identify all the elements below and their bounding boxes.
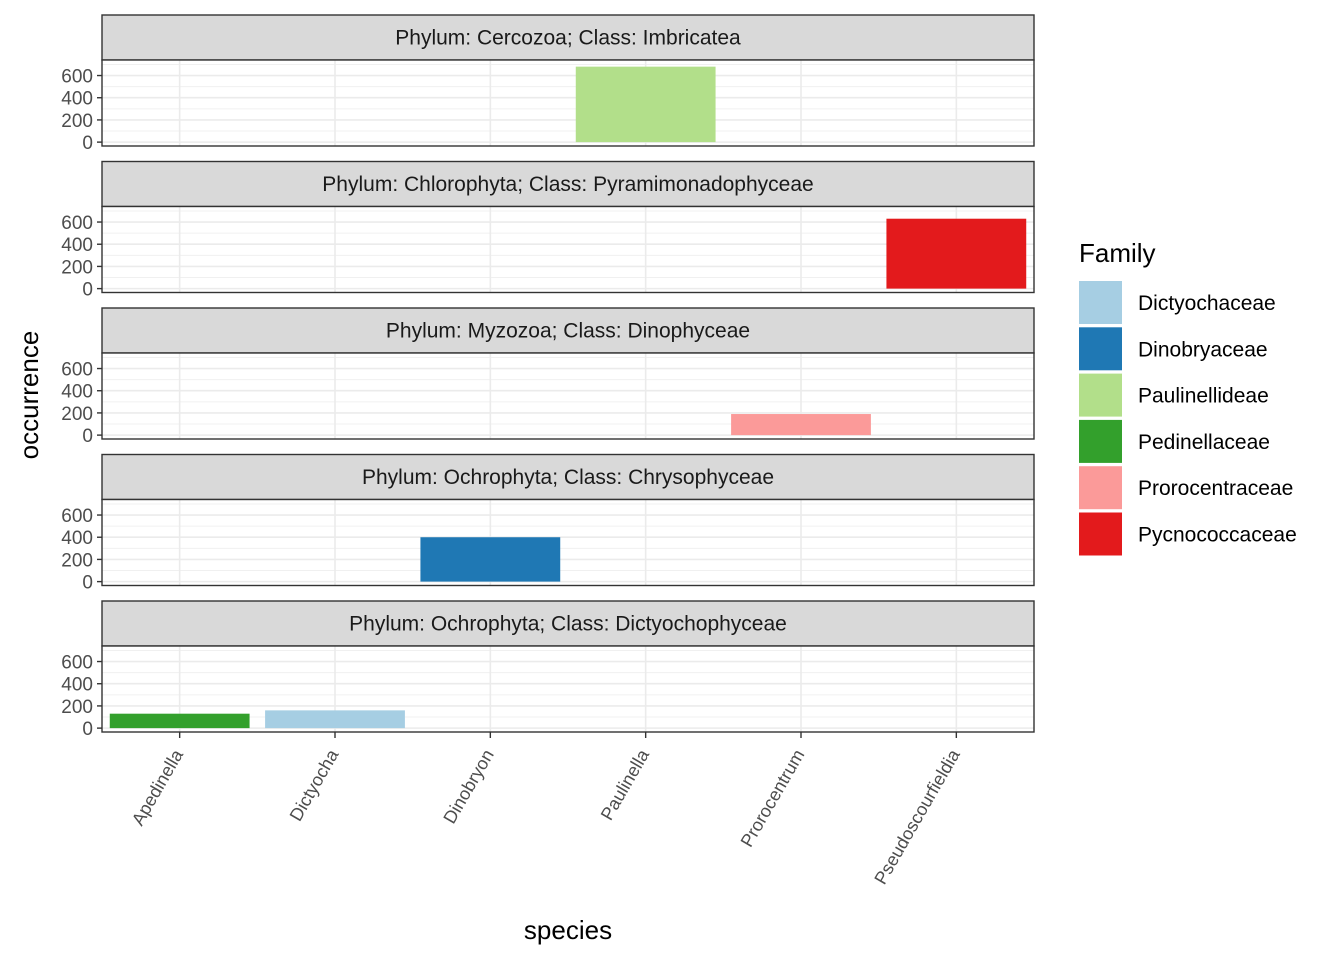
facet-strip-label: Phylum: Ochrophyta; Class: Dictyochophyc… bbox=[349, 613, 787, 636]
facet-strip bbox=[101, 307, 1035, 354]
legend-label: Pedinellaceae bbox=[1138, 431, 1270, 454]
bar-dictyocha bbox=[265, 710, 405, 729]
y-tick-label: 400 bbox=[61, 235, 93, 256]
legend-key-paulinellideae bbox=[1079, 373, 1122, 417]
bar-prorocentrum bbox=[731, 414, 871, 436]
y-tick-label: 600 bbox=[61, 360, 93, 381]
y-tick-label: 200 bbox=[61, 111, 93, 132]
y-tick-label: 0 bbox=[82, 719, 93, 740]
y-tick-label: 200 bbox=[61, 404, 93, 425]
y-tick-label: 400 bbox=[61, 528, 93, 549]
x-axis-title: species bbox=[524, 915, 612, 945]
facet-strip bbox=[101, 160, 1035, 208]
panel-border bbox=[101, 205, 1035, 294]
facet-strip-label: Phylum: Cercozoa; Class: Imbricatea bbox=[395, 27, 741, 50]
legend-label: Paulinellideae bbox=[1138, 385, 1269, 408]
facet-panel: Phylum: Myzozoa; Class: Dinophyceae 02004… bbox=[61, 307, 1035, 447]
y-tick-label: 200 bbox=[61, 697, 93, 718]
y-tick-label: 0 bbox=[82, 280, 93, 301]
legend-label: Dictyochaceae bbox=[1138, 292, 1276, 315]
x-tick-label: Paulinella bbox=[597, 745, 654, 823]
legend-label: Prorocentraceae bbox=[1138, 477, 1293, 500]
panel-background bbox=[102, 499, 1034, 586]
y-tick-label: 600 bbox=[61, 213, 93, 234]
legend: Family Dictyochaceae Dinobryaceae Paulinel… bbox=[1079, 238, 1297, 556]
bar-dinobryon bbox=[420, 537, 561, 582]
y-tick-label: 200 bbox=[61, 550, 93, 571]
y-tick-label: 200 bbox=[61, 257, 93, 278]
x-tick-label: Apedinella bbox=[128, 745, 188, 829]
y-tick-label: 400 bbox=[61, 675, 93, 696]
legend-title: Family bbox=[1079, 238, 1156, 268]
x-tick-label: Pseudoscourfieldia bbox=[870, 745, 964, 888]
legend-key-prorocentraceae bbox=[1079, 466, 1122, 510]
panel-border bbox=[101, 645, 1035, 733]
facet-panel: Phylum: Ochrophyta; Class: Chrysophyceae… bbox=[61, 453, 1035, 594]
y-tick-label: 600 bbox=[61, 67, 93, 88]
bar-paulinella bbox=[575, 66, 716, 143]
x-axis: Apedinella Dictyocha Dinobryon Paulinella Pr… bbox=[128, 732, 964, 888]
facet-strip bbox=[101, 14, 1035, 61]
facet-strip-label: Phylum: Myzozoa; Class: Dinophyceae bbox=[386, 320, 750, 343]
panel-background bbox=[102, 60, 1034, 146]
legend-key-pedinellaceae bbox=[1079, 419, 1122, 463]
y-tick-label: 400 bbox=[61, 382, 93, 403]
panel-border bbox=[101, 59, 1035, 147]
legend-label: Dinobryaceae bbox=[1138, 338, 1268, 361]
legend-key-dinobryaceae bbox=[1079, 327, 1122, 371]
x-tick-label: Dictyocha bbox=[286, 745, 343, 824]
y-tick-label: 400 bbox=[61, 89, 93, 110]
bar-apedinella bbox=[109, 713, 250, 729]
y-tick-label: 600 bbox=[61, 653, 93, 674]
panel-border bbox=[101, 352, 1035, 440]
legend-key-pycnococcaceae bbox=[1079, 512, 1122, 556]
y-tick-label: 0 bbox=[82, 426, 93, 447]
facet-panel: Phylum: Ochrophyta; Class: Dictyochophyc… bbox=[61, 600, 1035, 740]
facet-panel: Phylum: Chlorophyta; Class: Pyramimonado… bbox=[61, 160, 1035, 301]
facet-panel: Phylum: Cercozoa; Class: Imbricatea 02004… bbox=[61, 14, 1035, 154]
facet-panels: Phylum: Cercozoa; Class: Imbricatea02004… bbox=[61, 14, 1035, 740]
facet-strip bbox=[101, 453, 1035, 501]
facet-strip-label: Phylum: Chlorophyta; Class: Pyramimonado… bbox=[322, 173, 813, 196]
legend-key-dictyochaceae bbox=[1079, 281, 1122, 324]
panel-background bbox=[102, 206, 1034, 293]
facet-strip bbox=[101, 600, 1035, 647]
y-axis-title: occurrence bbox=[14, 331, 44, 460]
y-tick-label: 0 bbox=[82, 573, 93, 594]
bar-pseudoscourfieldia bbox=[886, 218, 1027, 289]
x-tick-label: Dinobryon bbox=[439, 746, 497, 827]
y-tick-label: 0 bbox=[82, 133, 93, 154]
x-tick-label: Prorocentrum bbox=[737, 746, 809, 850]
panel-border bbox=[101, 498, 1035, 587]
facet-strip-label: Phylum: Ochrophyta; Class: Chrysophyceae bbox=[362, 466, 774, 489]
y-tick-label: 600 bbox=[61, 506, 93, 527]
panel-background bbox=[102, 646, 1034, 732]
panel-background bbox=[102, 353, 1034, 439]
legend-label: Pycnococcaceae bbox=[1138, 524, 1297, 547]
